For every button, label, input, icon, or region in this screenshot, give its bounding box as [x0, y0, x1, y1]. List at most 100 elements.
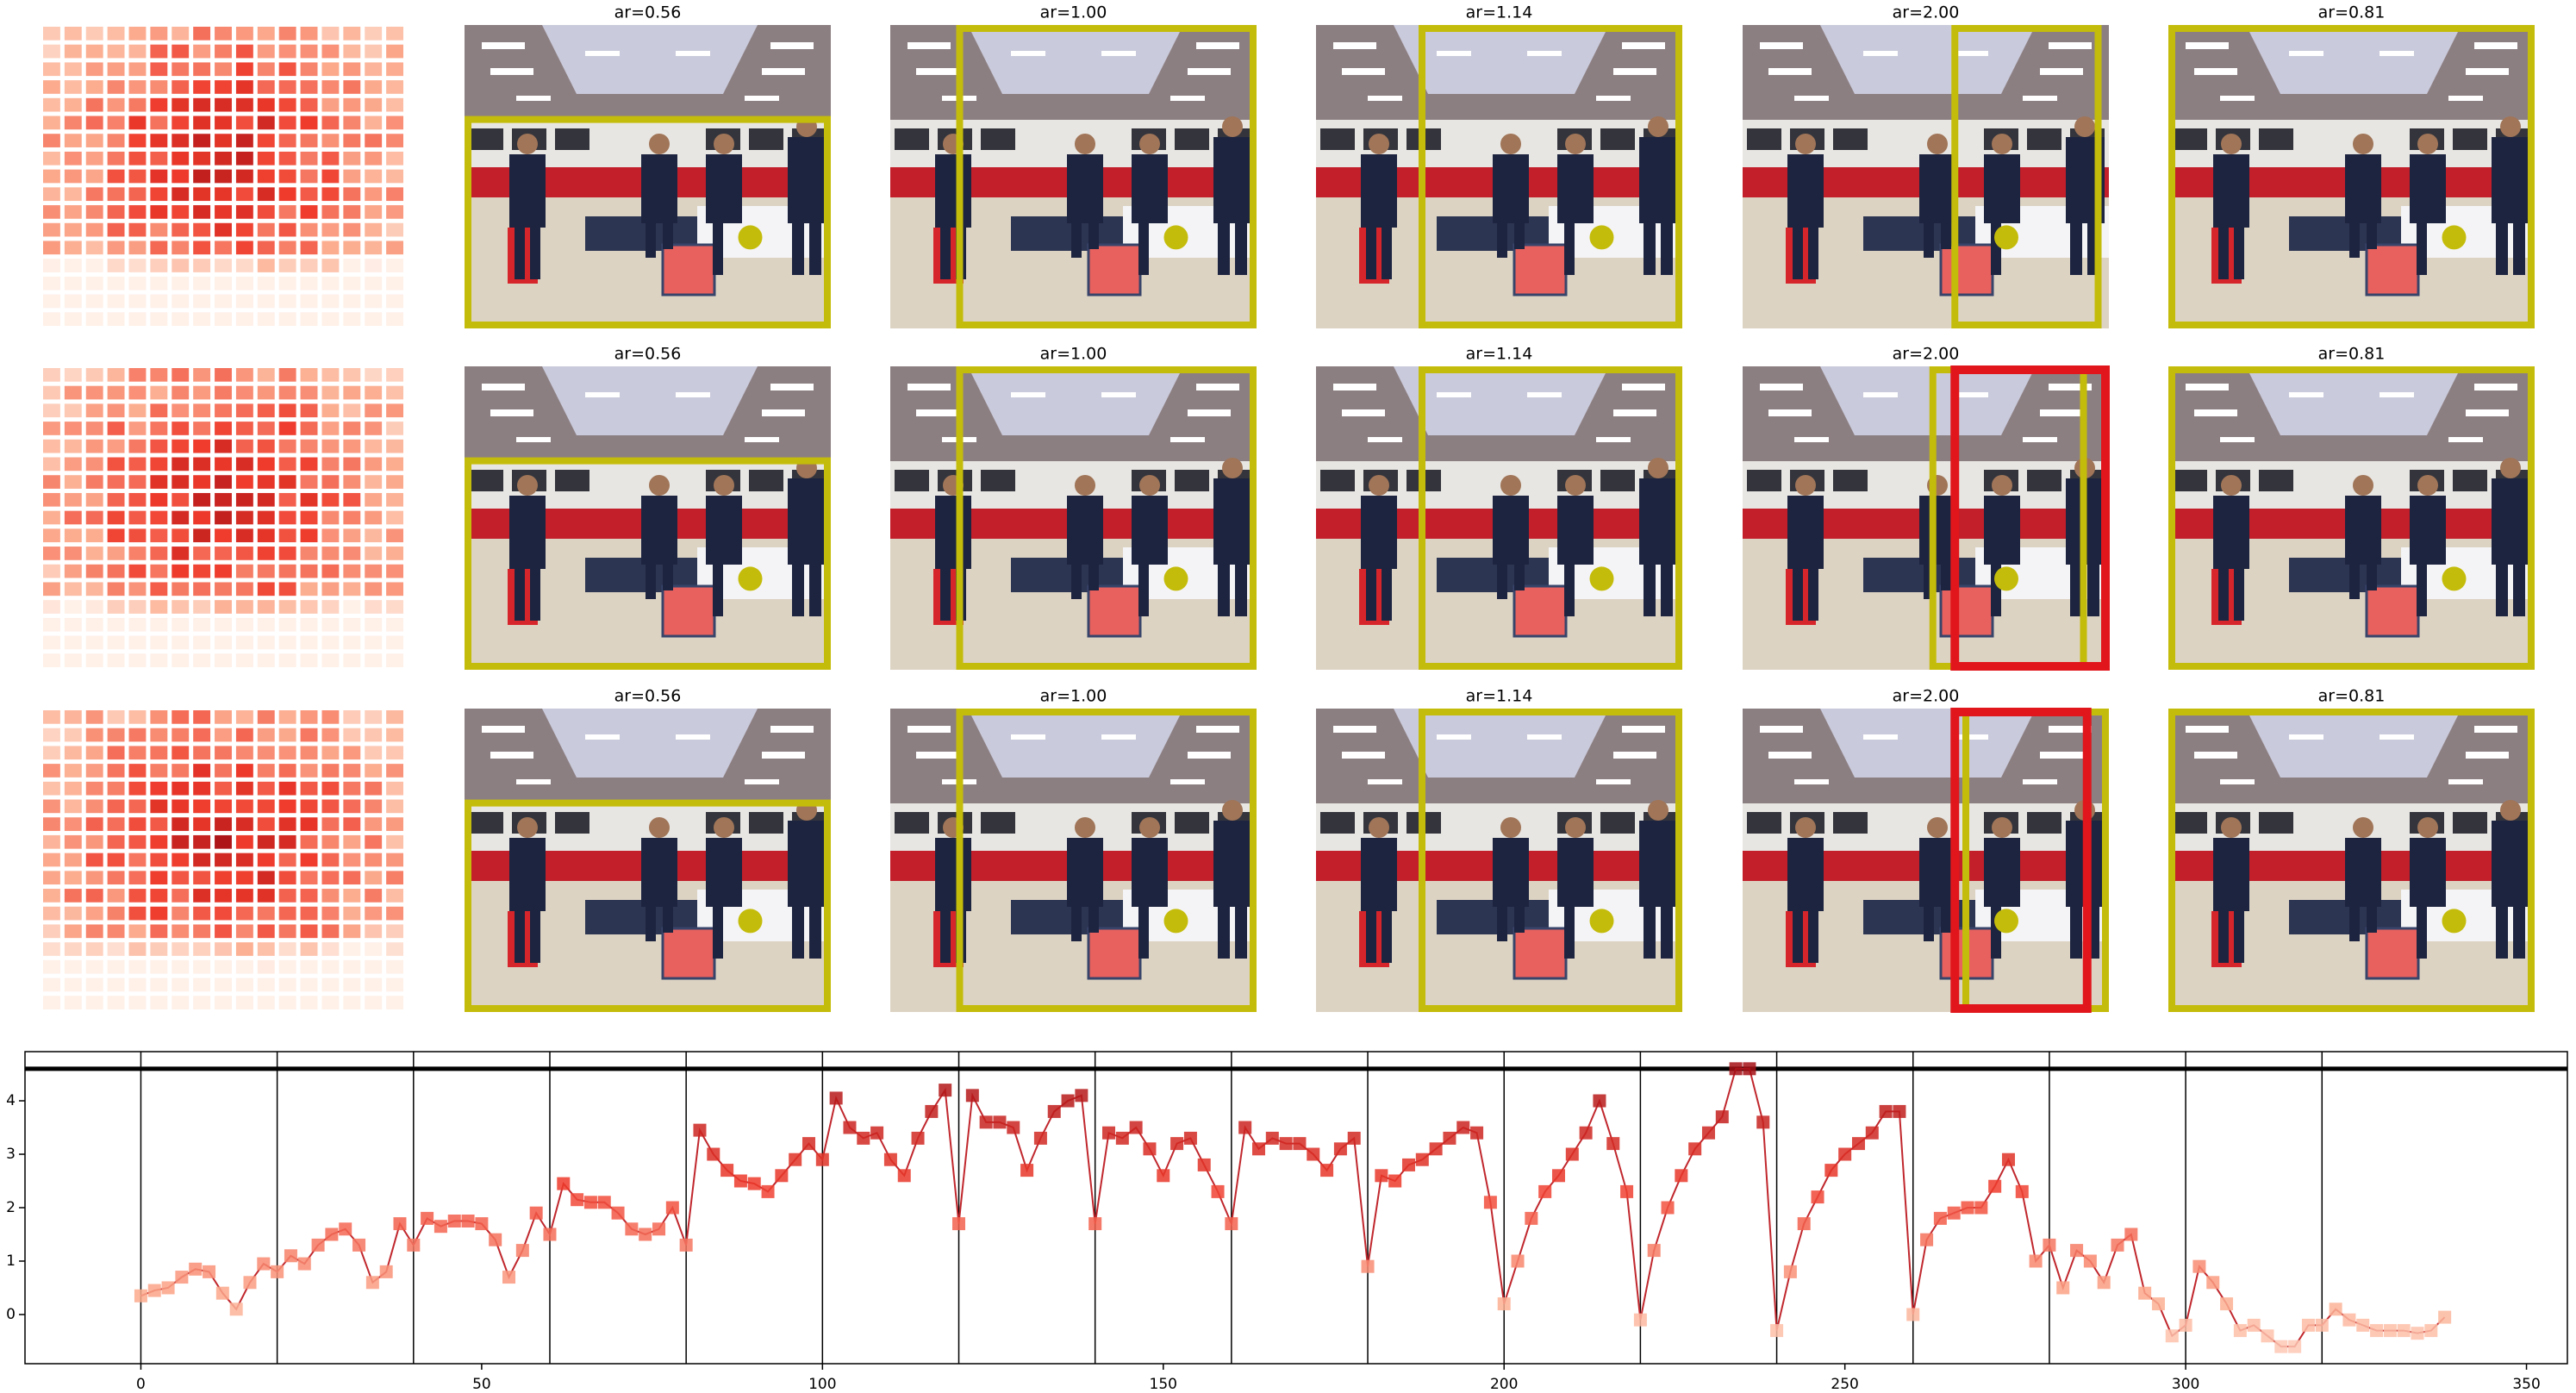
heatmap-cell — [257, 528, 275, 543]
heatmap-cell — [43, 959, 60, 974]
heatmap-cell — [85, 44, 103, 59]
heatmap-cell — [365, 547, 383, 560]
heatmap-cell — [386, 312, 403, 326]
heatmap-cell — [235, 457, 253, 472]
heatmap-cell — [107, 312, 125, 326]
heatmap-cell — [64, 151, 82, 166]
heatmap-cell — [235, 817, 253, 831]
heatmap-cell — [193, 439, 211, 453]
heatmap-cell — [64, 439, 82, 453]
heatmap-cell — [193, 710, 211, 724]
heatmap-cell — [343, 368, 361, 382]
heatmap-cell — [150, 294, 168, 309]
point-marker — [1865, 1126, 1879, 1140]
heatmap-cell — [172, 996, 190, 1009]
point-marker — [733, 1174, 747, 1188]
point-marker — [993, 1115, 1007, 1129]
heatmap-cell — [257, 924, 275, 939]
heatmap-cell — [128, 439, 147, 453]
heatmap-cell — [386, 853, 403, 867]
heatmap-cell — [257, 906, 275, 921]
point-marker — [789, 1153, 802, 1166]
heatmap-cell — [128, 942, 147, 956]
point-marker — [1456, 1121, 1470, 1134]
plot-frame — [24, 1051, 2568, 1365]
point-marker — [639, 1227, 652, 1241]
heatmap-cell — [64, 959, 82, 974]
heatmap-cell — [365, 710, 383, 724]
heatmap-cell — [150, 781, 168, 796]
heatmap-cell — [193, 44, 211, 59]
heatmap-cell — [150, 528, 168, 543]
series-line — [140, 1067, 2446, 1348]
heatmap-cell — [235, 728, 253, 742]
heatmap-cell — [215, 475, 232, 489]
point-marker — [243, 1276, 257, 1290]
heatmap-cell — [215, 240, 232, 255]
heatmap-cell — [85, 996, 103, 1009]
heatmap-cell — [278, 294, 296, 309]
heatmap-cell — [150, 653, 168, 667]
heatmap-cell — [172, 528, 190, 543]
heatmap-cell — [85, 600, 103, 614]
heatmap-cell — [64, 653, 82, 667]
heatmap-cell — [43, 80, 60, 94]
heatmap-cell — [278, 996, 296, 1009]
heatmap-cell — [43, 600, 60, 614]
heatmap-cell — [128, 385, 147, 400]
heatmap-cell — [64, 403, 82, 418]
heatmap-cell — [300, 528, 318, 543]
point-marker — [515, 1244, 529, 1258]
point-marker — [1183, 1131, 1197, 1145]
heatmap-cell — [172, 44, 190, 59]
heatmap-cell — [128, 80, 147, 94]
heatmap-cell — [365, 871, 383, 885]
point-marker — [897, 1169, 911, 1183]
heatmap-cell — [257, 294, 275, 309]
heatmap-cell — [128, 564, 147, 578]
heatmap-cell — [365, 889, 383, 903]
heatmap-cell — [64, 710, 82, 724]
heatmap-cell — [107, 187, 125, 202]
heatmap-cell — [85, 781, 103, 796]
heatmap-cell — [343, 799, 361, 814]
heatmap-cell — [85, 817, 103, 831]
heatmap-cell — [278, 853, 296, 867]
heatmap-cell — [300, 710, 318, 724]
heatmap-cell — [150, 600, 168, 614]
heatmap-cell — [257, 635, 275, 650]
heatmap-cell — [43, 653, 60, 667]
heatmap-cell — [172, 781, 190, 796]
heatmap-cell — [107, 799, 125, 814]
heatmap-cell — [150, 978, 168, 992]
heatmap-cell — [321, 653, 340, 667]
heatmap-cell — [257, 80, 275, 94]
heatmap-cell — [172, 259, 190, 272]
heatmap-cell — [150, 240, 168, 255]
heatmap-cell — [64, 889, 82, 903]
heatmap-cell — [386, 906, 403, 921]
heatmap-cell — [150, 510, 168, 525]
panel-title: ar=2.00 — [1893, 687, 1960, 706]
heatmap-cell — [128, 294, 147, 309]
heatmap-cell — [300, 116, 318, 130]
heatmap-cell — [278, 547, 296, 560]
point-marker — [679, 1238, 693, 1252]
heatmap-cell — [278, 817, 296, 831]
heatmap-cell — [150, 617, 168, 632]
point-marker — [1701, 1126, 1715, 1140]
heatmap-cell — [300, 942, 318, 956]
heatmap-cell — [43, 368, 60, 382]
heatmap-cell — [172, 151, 190, 166]
heatmap-cell — [300, 44, 318, 59]
point-marker — [2192, 1259, 2206, 1273]
heatmap-cell — [343, 959, 361, 974]
heatmap-cell — [64, 312, 82, 326]
heatmap-cell — [278, 151, 296, 166]
heatmap-cell — [321, 617, 340, 632]
heatmap-cell — [235, 134, 253, 147]
heatmap-cell — [107, 403, 125, 418]
point-marker — [1088, 1217, 1102, 1231]
x-tick-label: 100 — [808, 1376, 836, 1393]
